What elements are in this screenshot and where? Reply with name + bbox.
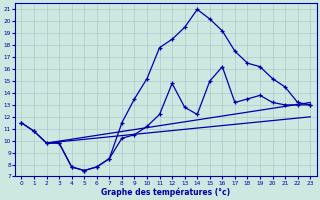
X-axis label: Graphe des températures (°c): Graphe des températures (°c) [101,187,230,197]
